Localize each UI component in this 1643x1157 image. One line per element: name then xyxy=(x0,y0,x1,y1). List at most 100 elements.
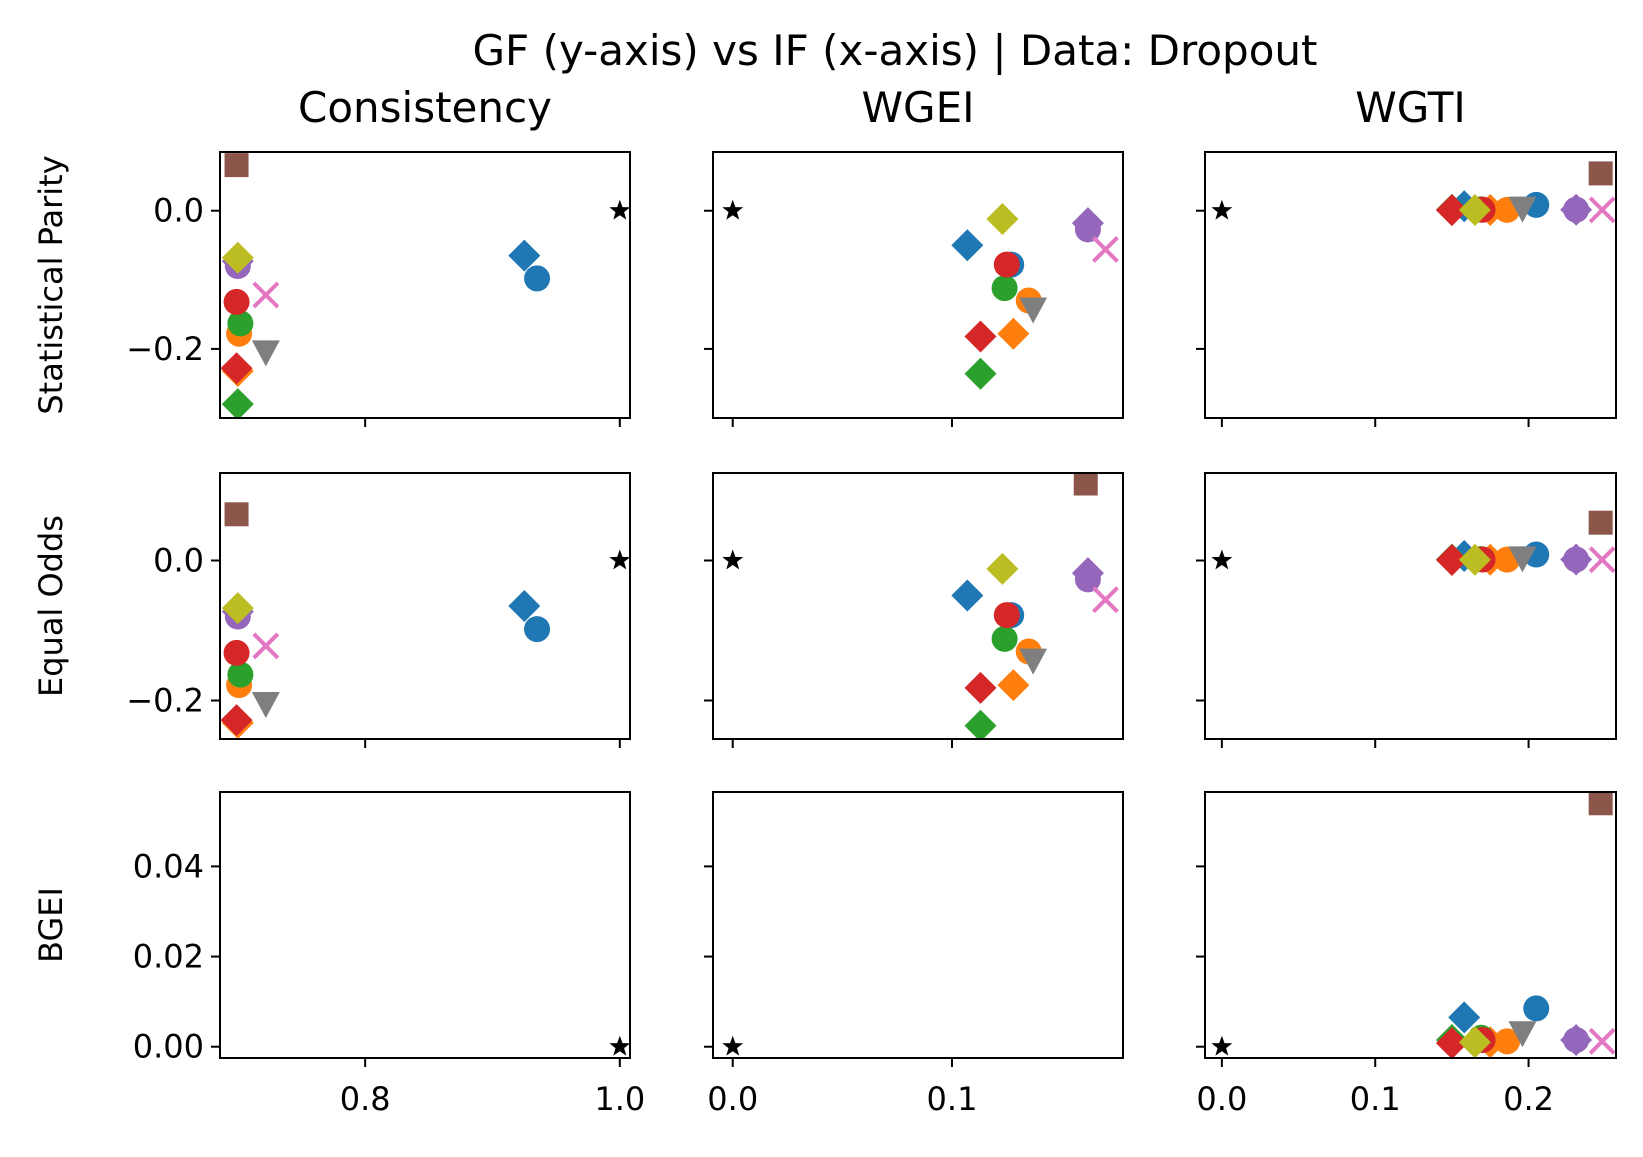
point-s-brown-square xyxy=(1588,161,1613,186)
axes-frame xyxy=(1204,151,1617,419)
axes-frame xyxy=(1204,472,1617,740)
x-tick-label: 0.8 xyxy=(340,1080,391,1118)
point-s-green-circle xyxy=(991,275,1018,302)
point-s-red-circle xyxy=(993,602,1020,629)
point-s-blue-diamond xyxy=(951,579,984,612)
point-s-purple-diamond xyxy=(1560,1023,1593,1056)
point-s-red-diamond xyxy=(1435,543,1468,576)
figure-title: GF (y-axis) vs IF (x-axis) | Data: Dropo… xyxy=(473,26,1318,75)
point-s-red-circle xyxy=(223,639,250,666)
x-tick-label: 1.0 xyxy=(594,1080,645,1118)
point-s-purple-diamond xyxy=(1560,193,1593,226)
point-s-olive-diamond xyxy=(1458,543,1491,576)
point-s-green-circle xyxy=(227,661,254,688)
axes-frame xyxy=(712,151,1124,419)
point-s-pink-x xyxy=(252,281,280,309)
point-s-pink-x xyxy=(1588,1027,1616,1055)
point-s-purple-diamond xyxy=(1071,207,1104,240)
point-s-blue-diamond xyxy=(508,239,541,272)
point-s-pink-x xyxy=(1092,236,1119,263)
point-s-red-circle xyxy=(993,251,1020,278)
point-s-orange-diamond xyxy=(997,317,1030,350)
x-tick-label: 0.1 xyxy=(1350,1080,1401,1118)
panel-r1-c0: −0.2 0.0 xyxy=(126,472,631,748)
point-s-blue-diamond xyxy=(508,590,541,622)
row-label: BGEI xyxy=(32,887,70,963)
axes-frame xyxy=(712,472,1124,740)
point-s-purple-diamond xyxy=(1560,543,1593,576)
row-label: Equal Odds xyxy=(32,515,70,697)
y-tick-label: −0.2 xyxy=(126,682,204,720)
row-label: Statistical Parity xyxy=(32,155,70,414)
point-s-gray-triangle xyxy=(1508,546,1537,573)
point-s-olive-diamond xyxy=(1458,1026,1491,1058)
point-s-gray-triangle xyxy=(251,692,280,718)
point-s-black-star xyxy=(1211,199,1233,220)
point-s-black-star xyxy=(722,1035,744,1056)
point-s-blue-diamond xyxy=(1448,1001,1481,1034)
x-tick-label: 0.0 xyxy=(707,1080,758,1118)
point-s-olive-diamond xyxy=(221,241,254,274)
y-tick-label: 0.02 xyxy=(133,938,204,976)
point-s-green-circle xyxy=(227,310,254,337)
point-s-brown-square xyxy=(1588,510,1613,535)
point-s-red-diamond xyxy=(964,671,997,704)
point-s-purple-diamond xyxy=(1071,557,1104,590)
point-s-blue-circle xyxy=(524,265,551,292)
point-s-brown-square xyxy=(224,153,249,178)
point-s-brown-square xyxy=(224,502,249,527)
point-s-gray-triangle xyxy=(1019,648,1048,675)
markers xyxy=(220,153,630,418)
y-tick-label: 0.04 xyxy=(133,847,204,885)
axes-frame xyxy=(219,151,631,419)
x-tick-label: 0.0 xyxy=(1196,1080,1247,1118)
point-s-black-star xyxy=(1211,1035,1233,1056)
point-s-blue-circle xyxy=(524,616,551,643)
panel-r1-c1 xyxy=(704,472,1124,748)
axes-frame xyxy=(712,791,1124,1059)
y-tick-label: 0.0 xyxy=(153,192,204,230)
point-s-green-diamond xyxy=(221,388,254,418)
point-s-green-diamond xyxy=(964,709,997,739)
point-s-green-circle xyxy=(991,625,1018,652)
point-s-red-diamond xyxy=(220,704,253,737)
point-s-olive-diamond xyxy=(221,592,254,625)
y-tick-label: −0.2 xyxy=(126,330,204,368)
point-s-olive-diamond xyxy=(986,552,1019,585)
point-s-black-star xyxy=(609,1035,630,1056)
column-title: WGEI xyxy=(862,83,975,132)
point-s-black-star xyxy=(1211,549,1233,570)
point-s-red-diamond xyxy=(1435,1027,1468,1058)
markers xyxy=(722,199,1119,390)
panel-r2-c2: 0.0 0.1 0.2 xyxy=(1196,791,1617,1118)
panel-r0-c2: WGTI xyxy=(1196,83,1617,427)
point-s-black-star xyxy=(609,549,630,570)
markers xyxy=(1211,792,1616,1058)
point-s-gray-triangle xyxy=(1508,196,1537,223)
panel-r0-c1: WGEI xyxy=(704,83,1124,427)
point-s-black-star xyxy=(722,199,744,220)
markers xyxy=(220,502,630,739)
point-s-red-circle xyxy=(223,288,250,315)
column-title: Consistency xyxy=(298,83,552,132)
point-s-black-star xyxy=(609,199,630,220)
markers xyxy=(1211,510,1616,576)
axes-frame xyxy=(219,791,631,1059)
y-tick-label: 0.00 xyxy=(133,1028,204,1066)
point-s-brown-square xyxy=(1588,792,1613,816)
x-tick-label: 0.2 xyxy=(1503,1080,1554,1118)
point-s-pink-x xyxy=(252,632,280,660)
point-s-brown-square xyxy=(1073,473,1098,496)
point-s-gray-triangle xyxy=(1019,297,1048,324)
markers xyxy=(722,1035,744,1056)
point-s-gray-triangle xyxy=(251,340,280,367)
x-tick-label: 0.1 xyxy=(927,1080,978,1118)
axes-frame xyxy=(1204,791,1617,1059)
point-s-red-diamond xyxy=(220,352,253,385)
markers xyxy=(722,473,1119,739)
markers xyxy=(1211,161,1616,227)
panel-r0-c0: −0.2 0.0 Consistency xyxy=(126,83,631,427)
point-s-red-diamond xyxy=(1435,194,1468,227)
point-s-red-diamond xyxy=(964,320,997,353)
